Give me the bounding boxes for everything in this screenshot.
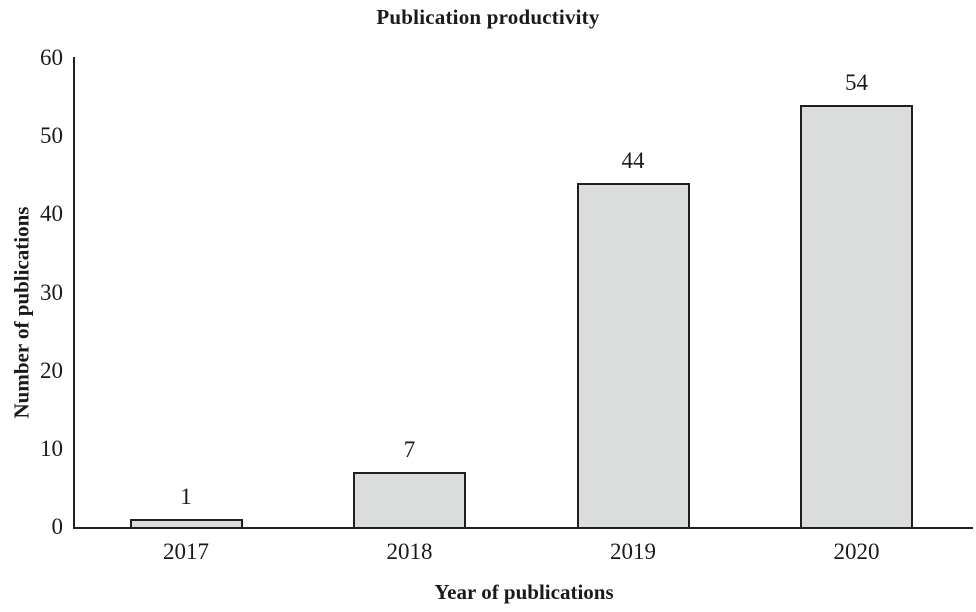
bar-value-label: 44 <box>621 148 645 174</box>
bar-2020 <box>800 104 913 529</box>
y-tick-label: 0 <box>51 514 64 539</box>
bar-2019 <box>576 183 690 529</box>
x-tick-label: 2017 <box>163 539 209 564</box>
x-axis-title: Year of publications <box>434 580 614 604</box>
x-tick-label: 2019 <box>610 539 656 564</box>
bar-value-label: 54 <box>845 69 868 95</box>
y-tick-label: 50 <box>40 123 63 149</box>
y-tick-label: 10 <box>40 435 63 461</box>
chart-title: Publication productivity <box>376 5 600 29</box>
bar-2017 <box>129 519 243 529</box>
y-tick-label: 30 <box>40 279 63 305</box>
y-tick-label: 40 <box>40 201 63 227</box>
x-tick-label: 2020 <box>833 539 880 564</box>
bar-value-label: 1 <box>180 484 192 510</box>
y-tick-label: 60 <box>40 45 63 70</box>
bar-2018 <box>353 472 466 529</box>
y-tick-label: 20 <box>40 357 63 383</box>
x-tick-label: 2018 <box>386 539 433 564</box>
x-axis-line <box>73 527 973 529</box>
y-axis-line <box>73 57 75 529</box>
bar-value-label: 7 <box>403 437 416 463</box>
